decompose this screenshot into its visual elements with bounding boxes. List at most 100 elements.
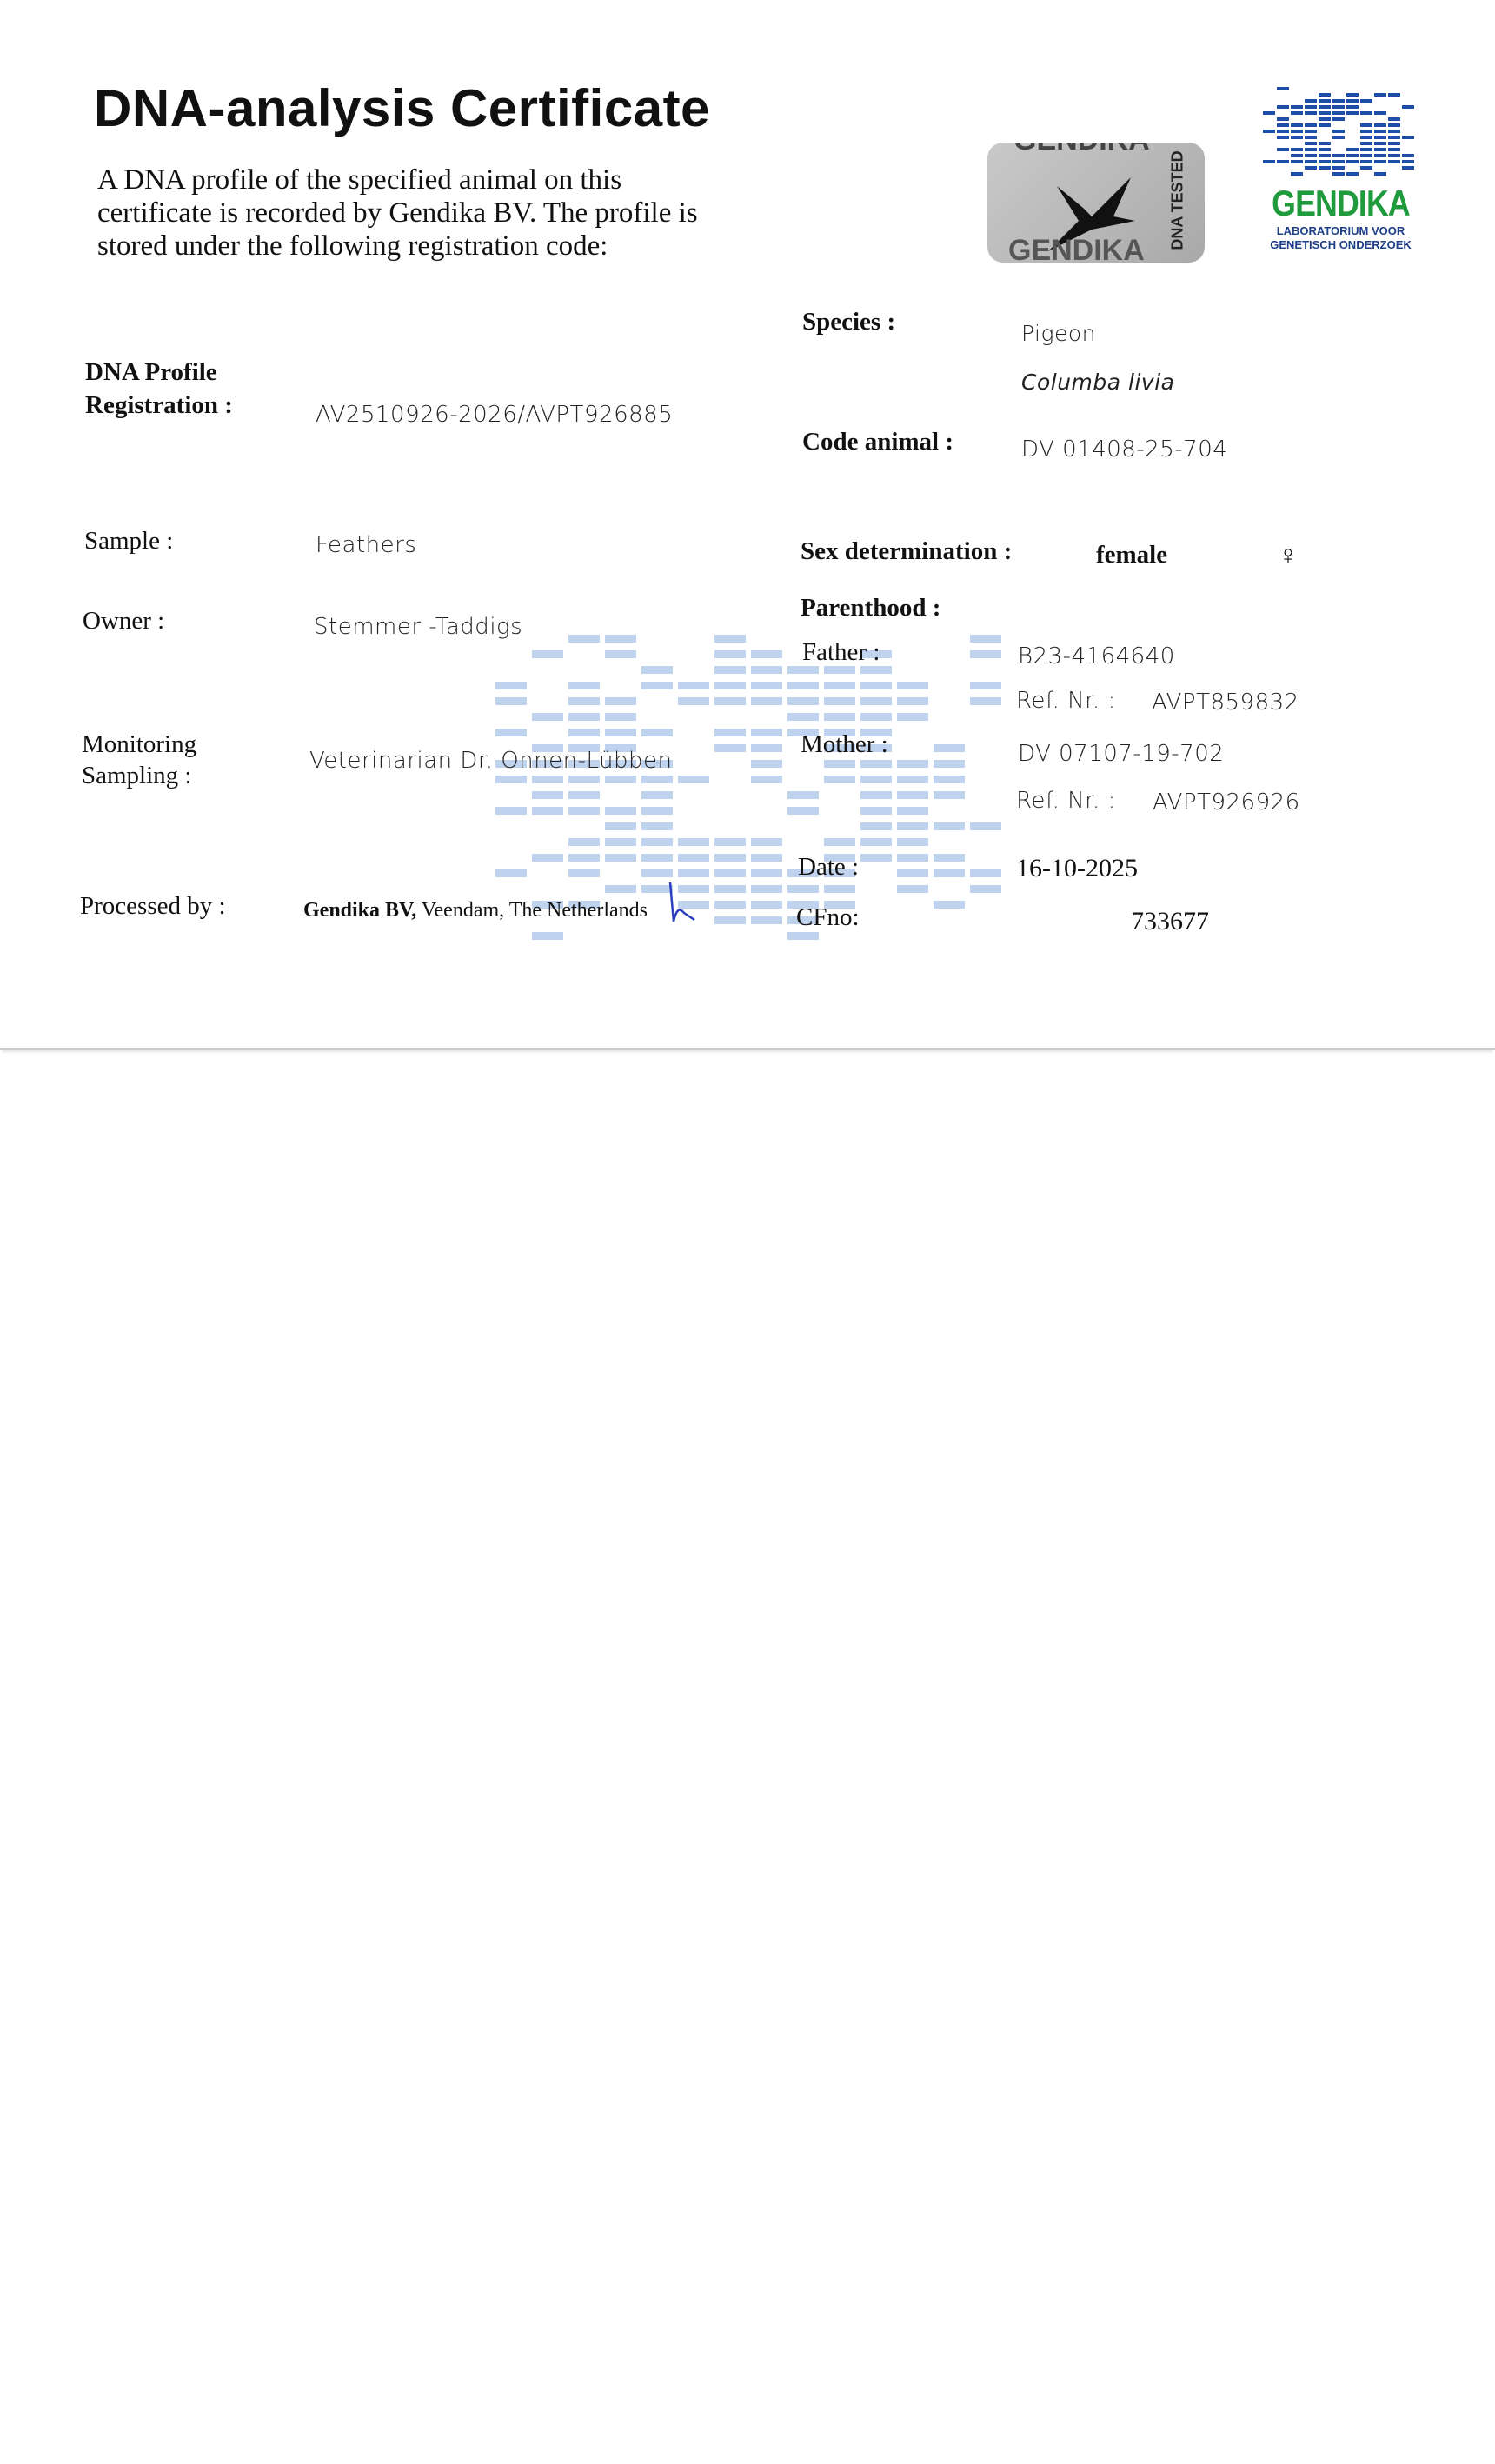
dash-mark	[1346, 172, 1359, 176]
dash-mark	[860, 650, 892, 658]
dash-mark	[1291, 172, 1303, 176]
monitoring-value: Veterinarian Dr. Onnen-Lübben	[309, 748, 673, 774]
dash-mark	[934, 869, 965, 877]
dash-mark	[1319, 160, 1331, 163]
dash-mark	[824, 901, 855, 909]
dash-mark	[1319, 117, 1331, 121]
dash-mark	[532, 807, 563, 815]
dash-mark	[641, 838, 673, 846]
dash-mark	[1277, 130, 1289, 133]
dna-tested-sticker: GENDIKA GENDIKA DNA TESTED	[987, 143, 1205, 263]
pigeon-icon	[1048, 177, 1135, 251]
dash-mark	[1388, 93, 1400, 97]
dash-mark	[605, 697, 636, 705]
dash-mark	[568, 791, 600, 799]
dash-mark	[532, 713, 563, 721]
registration-label-2: Registration :	[85, 391, 233, 419]
dash-mark	[824, 713, 855, 721]
dash-mark	[1346, 99, 1359, 103]
dash-mark	[1263, 160, 1275, 163]
dash-mark	[568, 869, 600, 877]
date-value: 16-10-2025	[1016, 854, 1138, 882]
dash-mark	[641, 776, 673, 783]
dash-mark	[934, 776, 965, 783]
dash-mark	[678, 776, 709, 783]
dash-mark	[1332, 172, 1345, 176]
dash-mark	[1332, 160, 1345, 163]
dash-mark	[970, 822, 1001, 830]
dash-mark	[860, 729, 892, 736]
owner-value: Stemmer -Taddigs	[314, 614, 523, 640]
dash-mark	[787, 713, 819, 721]
dash-mark	[751, 760, 782, 768]
dash-mark	[495, 697, 527, 705]
dash-mark	[1291, 105, 1303, 109]
dash-mark	[787, 807, 819, 815]
dash-mark	[1360, 142, 1372, 145]
dash-mark	[934, 901, 965, 909]
sticker-top-text: GENDIKA	[1013, 143, 1150, 157]
dash-mark	[824, 744, 855, 752]
dash-mark	[1332, 136, 1345, 139]
species-label: Species :	[802, 308, 896, 336]
dash-mark	[1291, 130, 1303, 133]
dash-mark	[860, 854, 892, 862]
dash-mark	[605, 838, 636, 846]
father-ref-label: Ref. Nr. :	[1016, 688, 1116, 714]
dash-mark	[787, 791, 819, 799]
dash-mark	[1360, 111, 1372, 115]
dash-mark	[860, 697, 892, 705]
certificate-card: DNA-analysis Certificate A DNA profile o…	[0, 0, 1495, 1050]
dash-mark	[641, 791, 673, 799]
monitoring-label-1: Monitoring	[82, 730, 197, 758]
dash-mark	[1346, 148, 1359, 151]
dash-mark	[1360, 154, 1372, 157]
gendika-watermark	[495, 635, 1017, 956]
dash-mark	[751, 916, 782, 924]
mother-label: Mother :	[801, 730, 888, 758]
dash-mark	[897, 807, 928, 815]
dash-mark	[751, 697, 782, 705]
dash-mark	[787, 666, 819, 674]
dash-mark	[1402, 160, 1414, 163]
dash-mark	[1291, 136, 1303, 139]
dash-mark	[1332, 117, 1345, 121]
dash-mark	[1291, 123, 1303, 127]
logo-subtitle-1: LABORATORIUM VOOR	[1276, 224, 1405, 237]
dash-mark	[641, 807, 673, 815]
dash-mark	[1374, 148, 1386, 151]
dash-mark	[1319, 154, 1331, 157]
dash-mark	[860, 682, 892, 689]
dash-mark	[787, 901, 819, 909]
dash-mark	[1388, 123, 1400, 127]
cfno-value: 733677	[1131, 907, 1209, 936]
dash-mark	[641, 822, 673, 830]
dash-mark	[1305, 105, 1317, 109]
dash-mark	[1388, 130, 1400, 133]
registration-label-1: DNA Profile	[85, 358, 217, 386]
dash-mark	[641, 666, 673, 674]
dash-mark	[678, 854, 709, 862]
dash-mark	[678, 682, 709, 689]
sample-label: Sample :	[84, 527, 174, 555]
dash-mark	[678, 869, 709, 877]
dash-mark	[1305, 130, 1317, 133]
dash-mark	[897, 697, 928, 705]
dash-mark	[860, 760, 892, 768]
dash-mark	[751, 838, 782, 846]
dash-mark	[714, 854, 746, 862]
dash-mark	[897, 838, 928, 846]
dash-mark	[970, 682, 1001, 689]
dash-mark	[970, 635, 1001, 643]
dash-mark	[1346, 105, 1359, 109]
gendika-g-mark-icon	[1263, 87, 1419, 183]
dash-mark	[568, 697, 600, 705]
dash-mark	[970, 885, 1001, 893]
dash-mark	[1319, 123, 1331, 127]
dash-mark	[751, 901, 782, 909]
dash-mark	[641, 729, 673, 736]
dash-mark	[824, 776, 855, 783]
dash-mark	[532, 760, 563, 768]
dash-mark	[1346, 160, 1359, 163]
dash-mark	[532, 901, 563, 909]
